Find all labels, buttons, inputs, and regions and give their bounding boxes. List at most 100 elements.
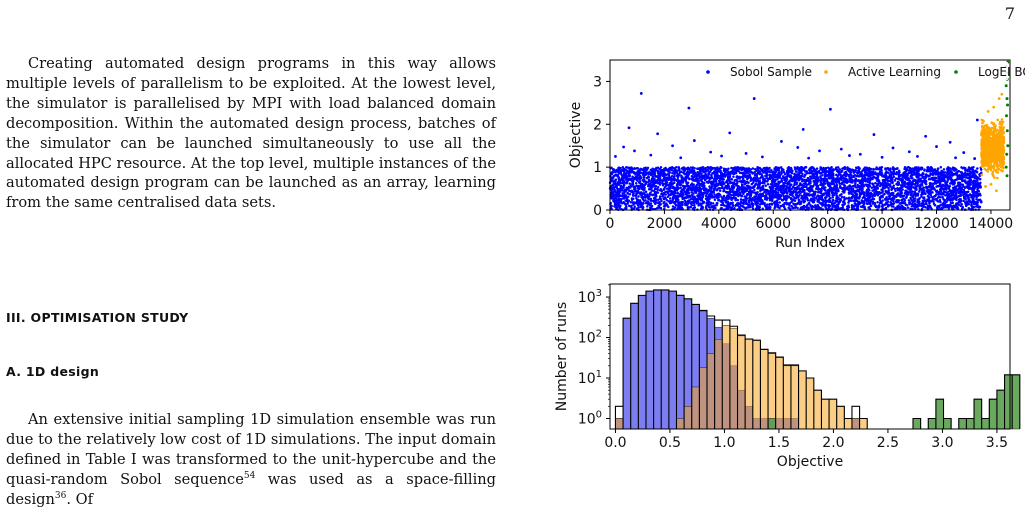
sobol-point <box>666 176 669 179</box>
sobol-point <box>644 190 648 194</box>
sobol-point <box>736 180 739 183</box>
sobol-point <box>908 202 911 206</box>
sobol-point <box>863 169 867 172</box>
sobol-point <box>936 205 939 209</box>
sobol-point <box>933 179 937 183</box>
sobol-point <box>627 178 630 182</box>
sobol-point <box>947 176 951 179</box>
sobol-point <box>933 168 937 171</box>
sobol-point <box>857 169 860 173</box>
sobol-point <box>943 174 947 177</box>
sobol-point <box>790 205 793 208</box>
sobol-point <box>796 206 799 210</box>
sobol-point <box>827 176 831 179</box>
sobol-point <box>808 189 812 192</box>
sobol-point <box>795 196 798 199</box>
sobol-point <box>850 192 853 196</box>
sobol-point <box>972 201 976 204</box>
sobol-point <box>724 201 728 204</box>
sobol-point <box>856 183 859 187</box>
sobol-point <box>790 171 793 174</box>
sobol-point <box>845 186 849 190</box>
sobol-point <box>949 199 952 202</box>
sobol-point <box>928 169 932 173</box>
sobol-point <box>823 182 827 185</box>
sobol-point <box>724 170 727 174</box>
sobol-point <box>897 174 901 177</box>
sobol-point <box>898 202 902 205</box>
sobol-point <box>664 166 667 170</box>
sobol-point <box>834 186 838 189</box>
citation-54[interactable]: 54 <box>243 470 256 481</box>
sobol-point <box>895 199 898 202</box>
sobol-point <box>878 205 881 208</box>
sobol-point <box>753 168 757 171</box>
sobol-point <box>849 199 853 202</box>
sobol-point <box>686 174 690 178</box>
sobol-point <box>691 195 695 198</box>
sobol-point <box>947 204 951 207</box>
sobol-point <box>884 190 888 194</box>
citation-36[interactable]: 36 <box>54 490 67 501</box>
sobol-point <box>732 175 735 178</box>
sobol-point <box>710 183 714 186</box>
sobol-point <box>718 170 722 173</box>
sobol-point <box>884 176 888 179</box>
sobol-point <box>744 197 747 201</box>
sobol-point <box>707 193 711 197</box>
sobol-point <box>685 192 688 196</box>
sobol-point <box>681 176 684 179</box>
sobol-point <box>647 171 651 174</box>
sobol-point <box>656 169 659 172</box>
sobol-point <box>674 195 678 199</box>
sobol-point <box>782 168 785 172</box>
sobol-point <box>645 193 649 196</box>
sobol-point <box>950 170 953 173</box>
sobol-point <box>828 187 832 190</box>
sobol-point <box>730 166 733 170</box>
sobol-point <box>914 192 917 195</box>
sobol-point <box>673 192 677 195</box>
sobol-point <box>731 201 734 205</box>
sobol-point <box>707 175 710 178</box>
sobol-point <box>802 190 806 193</box>
sobol-point <box>923 168 926 171</box>
sobol-point <box>615 191 619 195</box>
sobol-point <box>843 197 846 201</box>
sobol-point <box>692 175 696 179</box>
sobol-point <box>847 174 850 178</box>
sobol-point <box>866 188 869 191</box>
sobol-point <box>936 167 940 171</box>
sobol-point <box>806 203 809 207</box>
sobol-point <box>866 177 870 180</box>
sobol-point <box>637 187 641 191</box>
sobol-point <box>836 187 839 191</box>
sobol-point <box>811 171 814 175</box>
sobol-point <box>919 168 923 171</box>
sobol-point <box>687 187 690 191</box>
sobol-point <box>765 171 769 174</box>
sobol-point <box>656 206 659 210</box>
sobol-point <box>705 205 708 208</box>
sobol-point <box>799 207 802 210</box>
sobol-point <box>709 187 713 191</box>
sobol-point <box>783 172 787 176</box>
sobol-point <box>967 166 971 169</box>
sobol-point <box>658 195 662 198</box>
sobol-point <box>871 183 875 186</box>
sobol-point <box>771 191 775 195</box>
sobol-point <box>704 173 708 177</box>
sobol-point <box>954 197 957 201</box>
sobol-point <box>974 183 977 187</box>
sobol-point <box>706 195 710 199</box>
sobol-point <box>812 167 815 170</box>
sobol-point <box>924 206 927 209</box>
sobol-point <box>614 178 618 181</box>
sobol-point <box>702 186 706 189</box>
sobol-point <box>758 199 762 203</box>
sobol-point <box>793 203 796 207</box>
sobol-point <box>726 207 730 210</box>
sobol-point <box>872 167 875 171</box>
sobol-point <box>820 171 823 175</box>
sobol-point <box>904 178 908 181</box>
